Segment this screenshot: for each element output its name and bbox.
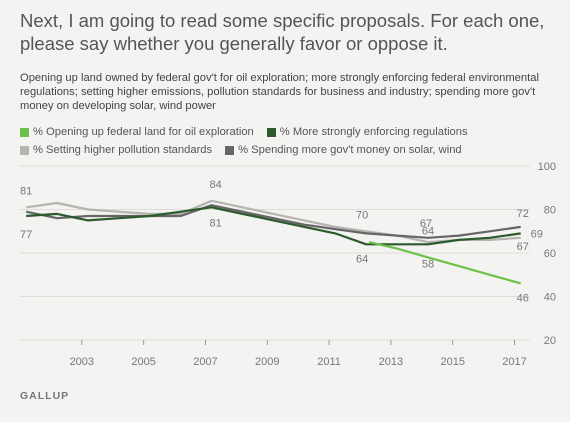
- y-tick-label: 100: [538, 161, 556, 173]
- legend-item-oil: % Opening up federal land for oil explor…: [20, 123, 254, 141]
- legend-label-regulations: % More strongly enforcing regulations: [279, 126, 468, 138]
- x-tick-label: 2007: [193, 356, 217, 368]
- y-tick-label: 60: [544, 248, 556, 260]
- legend-item-regulations: % More strongly enforcing regulations: [266, 123, 468, 141]
- grid-lines: [20, 165, 530, 341]
- series-line-0: [369, 241, 521, 285]
- legend-swatch-oil: [20, 127, 29, 137]
- data-label: 67: [517, 241, 529, 253]
- legend-swatch-regulations: [266, 127, 276, 137]
- x-tick-label: 2013: [379, 356, 403, 368]
- data-label: 84: [210, 179, 222, 191]
- data-label: 81: [20, 185, 32, 197]
- x-tick-label: 2009: [255, 356, 279, 368]
- x-tick-label: 2005: [131, 356, 155, 368]
- y-tick-label: 80: [544, 205, 556, 217]
- legend: % Opening up federal land for oil explor…: [20, 123, 560, 159]
- x-tick-label: 2015: [440, 356, 464, 368]
- footer-source: GALLUP: [20, 390, 70, 402]
- data-label: 72: [517, 208, 529, 220]
- legend-label-solar: % Spending more gov't money on solar, wi…: [238, 144, 462, 156]
- data-label: 64: [422, 225, 434, 237]
- data-label: 70: [356, 209, 368, 221]
- series-lines: [25, 199, 521, 285]
- data-label: 58: [422, 258, 434, 270]
- series-line-3: [25, 204, 521, 239]
- legend-swatch-solar: [225, 145, 235, 155]
- legend-label-pollution: % Setting higher pollution standards: [33, 144, 213, 156]
- legend-item-solar: % Spending more gov't money on solar, wi…: [225, 141, 462, 159]
- series-line-1: [26, 206, 521, 246]
- x-tick-label: 2017: [502, 356, 526, 368]
- data-label: 77: [20, 229, 32, 241]
- y-tick-label: 20: [544, 335, 556, 347]
- legend-swatch-pollution: [20, 145, 29, 155]
- legend-item-pollution: % Setting higher pollution standards: [20, 141, 212, 159]
- x-tick-label: 2011: [317, 356, 341, 368]
- data-label: 46: [517, 292, 529, 304]
- y-tick-label: 40: [544, 292, 556, 304]
- data-label: 69: [531, 228, 543, 240]
- x-axis-ticks: 2003 2005 2007 2009 2011 2013 2015 2017: [70, 340, 527, 368]
- data-label: 67: [420, 218, 432, 230]
- chart-subtitle: Opening up land owned by federal gov't f…: [20, 72, 539, 112]
- x-tick-label: 2003: [70, 356, 94, 368]
- data-label: 81: [210, 217, 222, 229]
- data-label: 64: [356, 253, 368, 265]
- series-line-2: [26, 199, 521, 244]
- legend-label-oil: % Opening up federal land for oil explor…: [33, 126, 254, 138]
- y-axis-ticks: 20 40 60 80 100: [538, 161, 556, 347]
- chart-title: Next, I am going to read some specific p…: [20, 10, 545, 54]
